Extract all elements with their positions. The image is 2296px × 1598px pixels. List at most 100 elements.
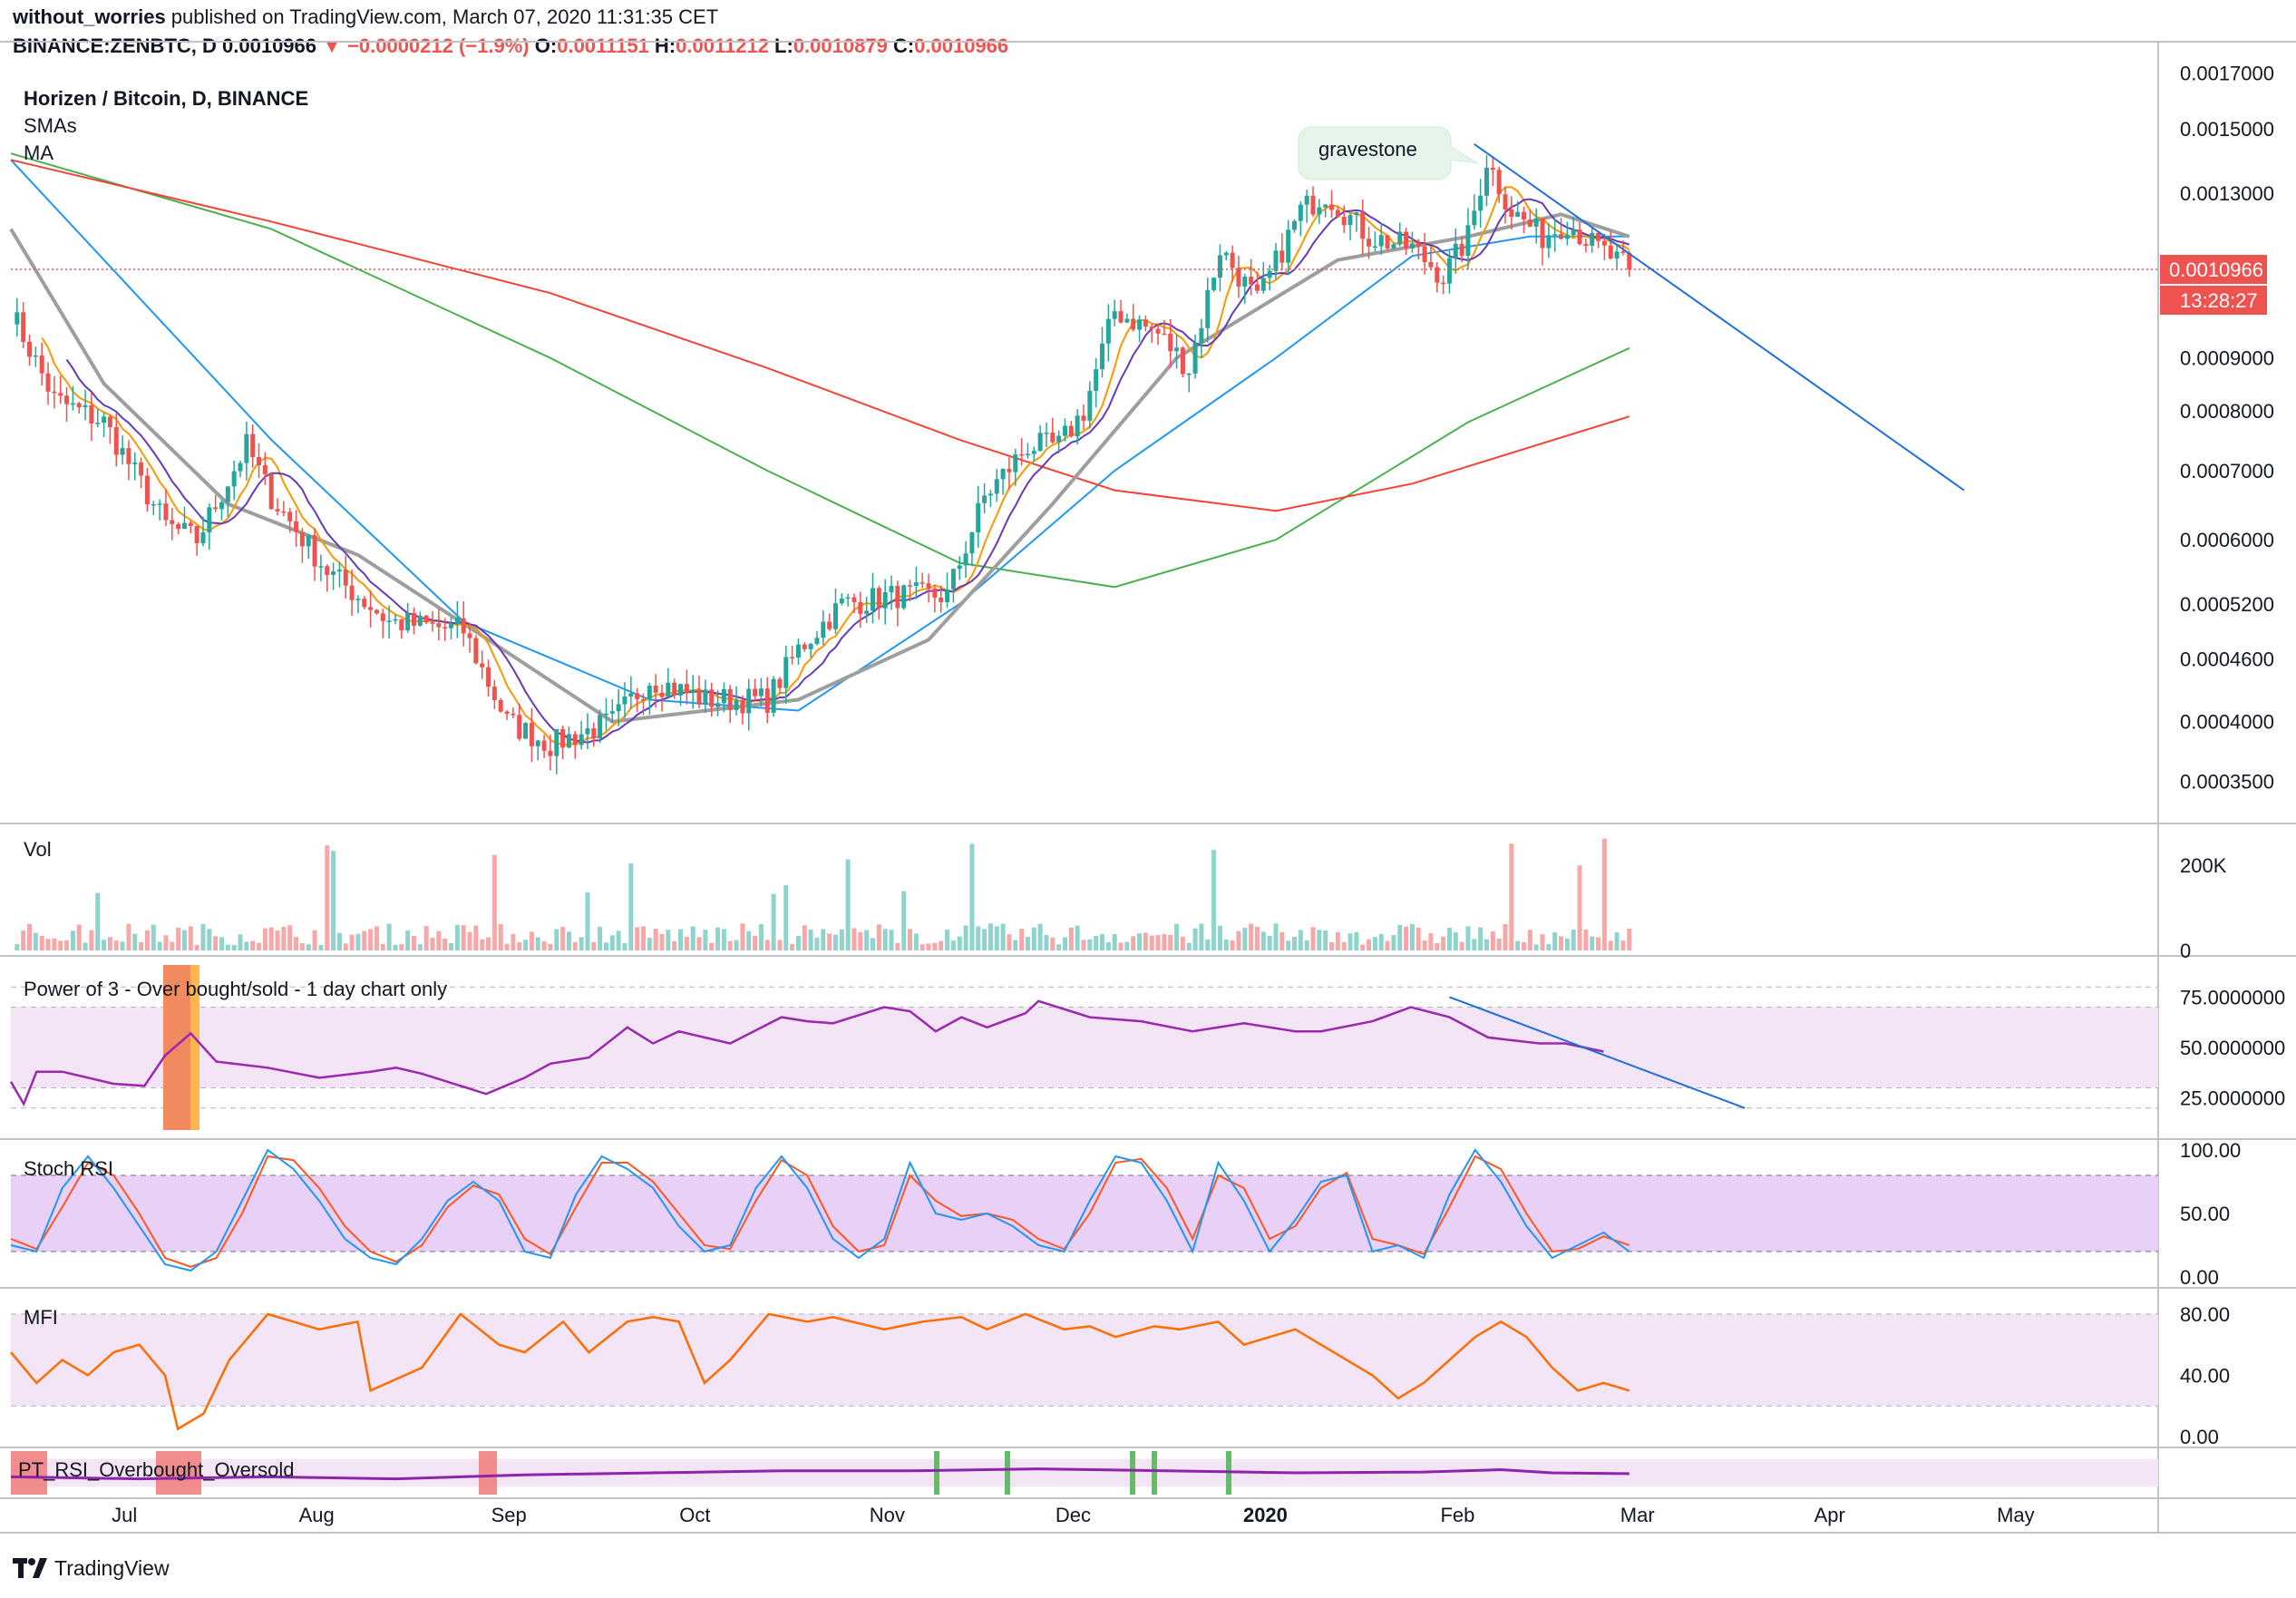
candle-body [932, 588, 938, 598]
volume-bar [1608, 940, 1613, 950]
candle-body [33, 355, 38, 357]
candle-body [27, 341, 33, 357]
volume-bar [1372, 937, 1377, 950]
close-value: 0.0010966 [914, 34, 1009, 57]
candle-body [1230, 252, 1235, 268]
volume-bar [982, 929, 987, 950]
candle-body [919, 582, 925, 584]
volume-bar [1478, 927, 1484, 950]
candle-body [281, 511, 287, 513]
candle-body [336, 570, 342, 572]
candle-body [1273, 250, 1279, 271]
volume-bar [120, 941, 125, 950]
volume-bar [919, 944, 925, 950]
price-legend-item: SMAs [24, 114, 77, 137]
volume-bar [1180, 936, 1185, 950]
candle-body [1094, 369, 1099, 391]
candle-body [982, 495, 987, 503]
volume-bar [753, 935, 758, 950]
brand-name: TradingView [54, 1555, 170, 1580]
volume-bar [721, 929, 726, 950]
trendline [1474, 143, 1965, 492]
volume-bar [560, 926, 566, 950]
candle-body [188, 522, 193, 526]
tradingview-logo-icon [13, 1554, 47, 1582]
countdown-badge [2160, 286, 2267, 316]
candle-body [926, 583, 931, 589]
volume-bar [994, 926, 999, 950]
candle-body [163, 503, 169, 521]
candle-body [882, 592, 888, 609]
candle-body [89, 404, 94, 424]
volume-bar [579, 937, 584, 950]
candle-body [473, 638, 479, 664]
volume-bar [95, 892, 101, 950]
candle-body [945, 589, 950, 603]
volume-bar [1533, 944, 1539, 950]
candle-body [851, 597, 857, 602]
candle-body [1422, 246, 1427, 263]
volume-bar [1031, 927, 1036, 950]
candle-body [764, 688, 770, 713]
volume-bar [603, 942, 608, 950]
volume-bar [1435, 942, 1440, 950]
volume-bar [461, 925, 466, 950]
volume-bar [144, 930, 150, 950]
volume-bar [858, 931, 863, 950]
volume-bar [715, 927, 721, 950]
candle-body [287, 512, 293, 521]
volume-bar [1013, 940, 1018, 950]
candle-body [1490, 167, 1495, 171]
volume-bar [913, 933, 919, 950]
volume-bar [1583, 929, 1589, 950]
candle-body [1013, 454, 1018, 473]
volume-bar [349, 934, 355, 950]
volume-bar [709, 942, 715, 950]
candle-body [808, 643, 813, 649]
volume-bar [950, 940, 956, 950]
volume-bar [1620, 940, 1626, 950]
volume-bar [1118, 942, 1124, 950]
candle-body [963, 553, 968, 566]
candle-body [1527, 219, 1532, 227]
candle-body [591, 728, 597, 739]
candle-body [1075, 415, 1080, 437]
volume-bar [1068, 927, 1074, 950]
candle-body [1304, 195, 1309, 205]
volume-bar [355, 933, 361, 950]
volume-bar [616, 931, 621, 950]
volume-bar [635, 927, 640, 950]
volume-bar [1044, 935, 1049, 950]
volume-bar [659, 933, 665, 950]
volume-bar [1273, 923, 1279, 950]
volume-bar [908, 929, 913, 950]
volume-bar [1627, 928, 1632, 950]
pt-oversold-marker [156, 1451, 201, 1495]
volume-bar [486, 937, 491, 950]
volume-bar [27, 923, 33, 950]
high-value: 0.0011212 [676, 34, 769, 57]
price-axis-tick: 0.0007000 [2180, 460, 2274, 482]
volume-bar [1596, 937, 1601, 950]
volume-bar [678, 929, 684, 950]
volume-bar [609, 935, 615, 950]
volume-bar [1404, 926, 1409, 950]
volume-bar [473, 925, 479, 950]
mfi-axis-tick: 40.00 [2180, 1364, 2230, 1387]
candle-body [1409, 243, 1415, 249]
volume-bar [299, 943, 305, 950]
x-axis-label: Mar [1620, 1504, 1655, 1526]
open-label: O: [534, 34, 558, 57]
volume-bar [740, 923, 745, 950]
candle-body [1168, 333, 1173, 352]
volume-bar [504, 943, 510, 950]
candle-body [498, 700, 503, 712]
volume-bar [1075, 925, 1080, 950]
candle-body [1564, 235, 1570, 239]
volume-bar [83, 942, 88, 950]
candle-body [1031, 451, 1036, 454]
volume-bar [89, 930, 94, 950]
volume-bar [1378, 933, 1384, 950]
last-price-badge [2160, 255, 2267, 285]
